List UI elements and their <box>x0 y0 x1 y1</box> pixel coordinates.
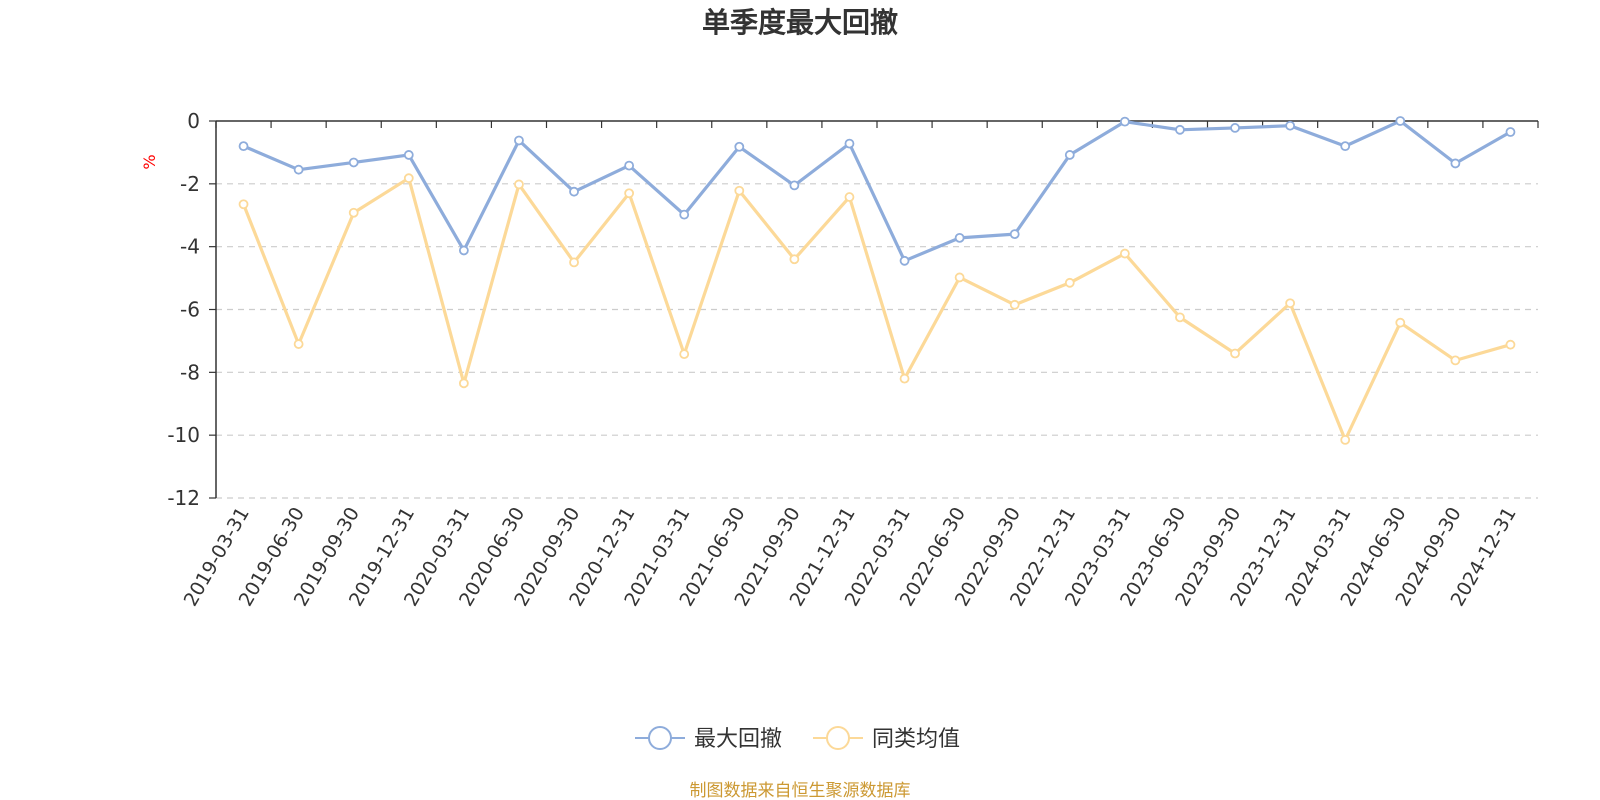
data-point-0[interactable] <box>844 138 855 149</box>
data-point-0[interactable] <box>458 245 469 256</box>
data-point-1[interactable] <box>624 188 635 199</box>
data-point-1[interactable] <box>238 199 249 210</box>
data-point-1[interactable] <box>899 373 910 384</box>
y-tick-label: -2 <box>180 172 200 196</box>
data-point-0[interactable] <box>348 157 359 168</box>
y-tick-label: -12 <box>167 486 200 510</box>
data-point-1[interactable] <box>1009 299 1020 310</box>
data-point-1[interactable] <box>569 257 579 268</box>
data-point-1[interactable] <box>789 254 800 265</box>
data-point-1[interactable] <box>1450 355 1461 366</box>
data-point-1[interactable] <box>1230 348 1240 359</box>
data-point-1[interactable] <box>1285 298 1296 309</box>
data-point-0[interactable] <box>899 255 910 266</box>
legend-circle-icon <box>826 726 850 750</box>
data-point-1[interactable] <box>1175 312 1185 323</box>
chart-title: 单季度最大回撤 <box>702 6 898 39</box>
y-tick-label: -4 <box>180 235 200 259</box>
footer-source: 制图数据来自恒生聚源数据库 <box>690 781 911 800</box>
data-point-1[interactable] <box>1119 248 1130 259</box>
data-point-0[interactable] <box>1175 124 1185 135</box>
data-point-0[interactable] <box>569 186 579 197</box>
data-point-0[interactable] <box>1064 150 1075 160</box>
y-axis-label: % <box>140 154 159 169</box>
data-point-1[interactable] <box>458 378 469 389</box>
series-lines <box>238 116 1516 445</box>
y-tick-label: -6 <box>180 298 200 322</box>
data-point-0[interactable] <box>514 135 524 146</box>
series-line-0 <box>241 119 1513 263</box>
legend-item-peer-average[interactable]: 同类均值 <box>813 726 960 752</box>
data-point-0[interactable] <box>1285 120 1296 131</box>
data-point-0[interactable] <box>679 209 690 220</box>
legend-label-max-drawdown: 最大回撤 <box>694 727 782 752</box>
data-point-1[interactable] <box>348 207 359 218</box>
data-point-1[interactable] <box>293 339 304 349</box>
data-point-0[interactable] <box>1395 116 1406 126</box>
y-tick-label: -8 <box>180 360 200 384</box>
data-point-0[interactable] <box>734 141 745 152</box>
data-point-0[interactable] <box>293 164 304 175</box>
y-tick-label: 0 <box>187 109 200 133</box>
y-tick-labels: 0 -2 -4 -6 -8 -10 -12 <box>167 109 200 510</box>
data-point-1[interactable] <box>679 349 690 360</box>
x-tick-labels: 2019-03-312019-06-302019-09-302019-12-31… <box>180 503 1521 610</box>
data-point-1[interactable] <box>954 272 965 283</box>
data-point-1[interactable] <box>1340 434 1351 445</box>
data-point-0[interactable] <box>238 141 249 152</box>
data-point-0[interactable] <box>1009 229 1020 240</box>
data-point-0[interactable] <box>1230 123 1240 133</box>
data-point-1[interactable] <box>844 192 855 202</box>
axes <box>209 120 1539 499</box>
data-point-0[interactable] <box>789 180 800 191</box>
series-line-1 <box>241 176 1513 442</box>
data-point-0[interactable] <box>1450 158 1461 169</box>
legend-item-max-drawdown[interactable]: 最大回撤 <box>635 726 782 752</box>
legend-label-peer-average: 同类均值 <box>872 727 960 752</box>
data-point-1[interactable] <box>734 185 745 196</box>
data-point-1[interactable] <box>514 179 524 190</box>
data-point-1[interactable] <box>1505 339 1516 350</box>
grid-lines <box>216 183 1538 499</box>
legend-circle-icon <box>648 726 672 750</box>
data-point-1[interactable] <box>1395 317 1406 328</box>
legend[interactable]: 最大回撤 同类均值 <box>635 726 960 752</box>
data-point-0[interactable] <box>1505 127 1516 137</box>
y-tick-label: -10 <box>167 423 200 447</box>
data-point-0[interactable] <box>954 232 965 243</box>
data-point-1[interactable] <box>1064 277 1075 288</box>
data-point-0[interactable] <box>624 160 635 171</box>
data-point-0[interactable] <box>1119 116 1130 127</box>
data-point-1[interactable] <box>403 173 414 184</box>
data-point-0[interactable] <box>403 150 414 160</box>
data-point-0[interactable] <box>1340 141 1351 152</box>
